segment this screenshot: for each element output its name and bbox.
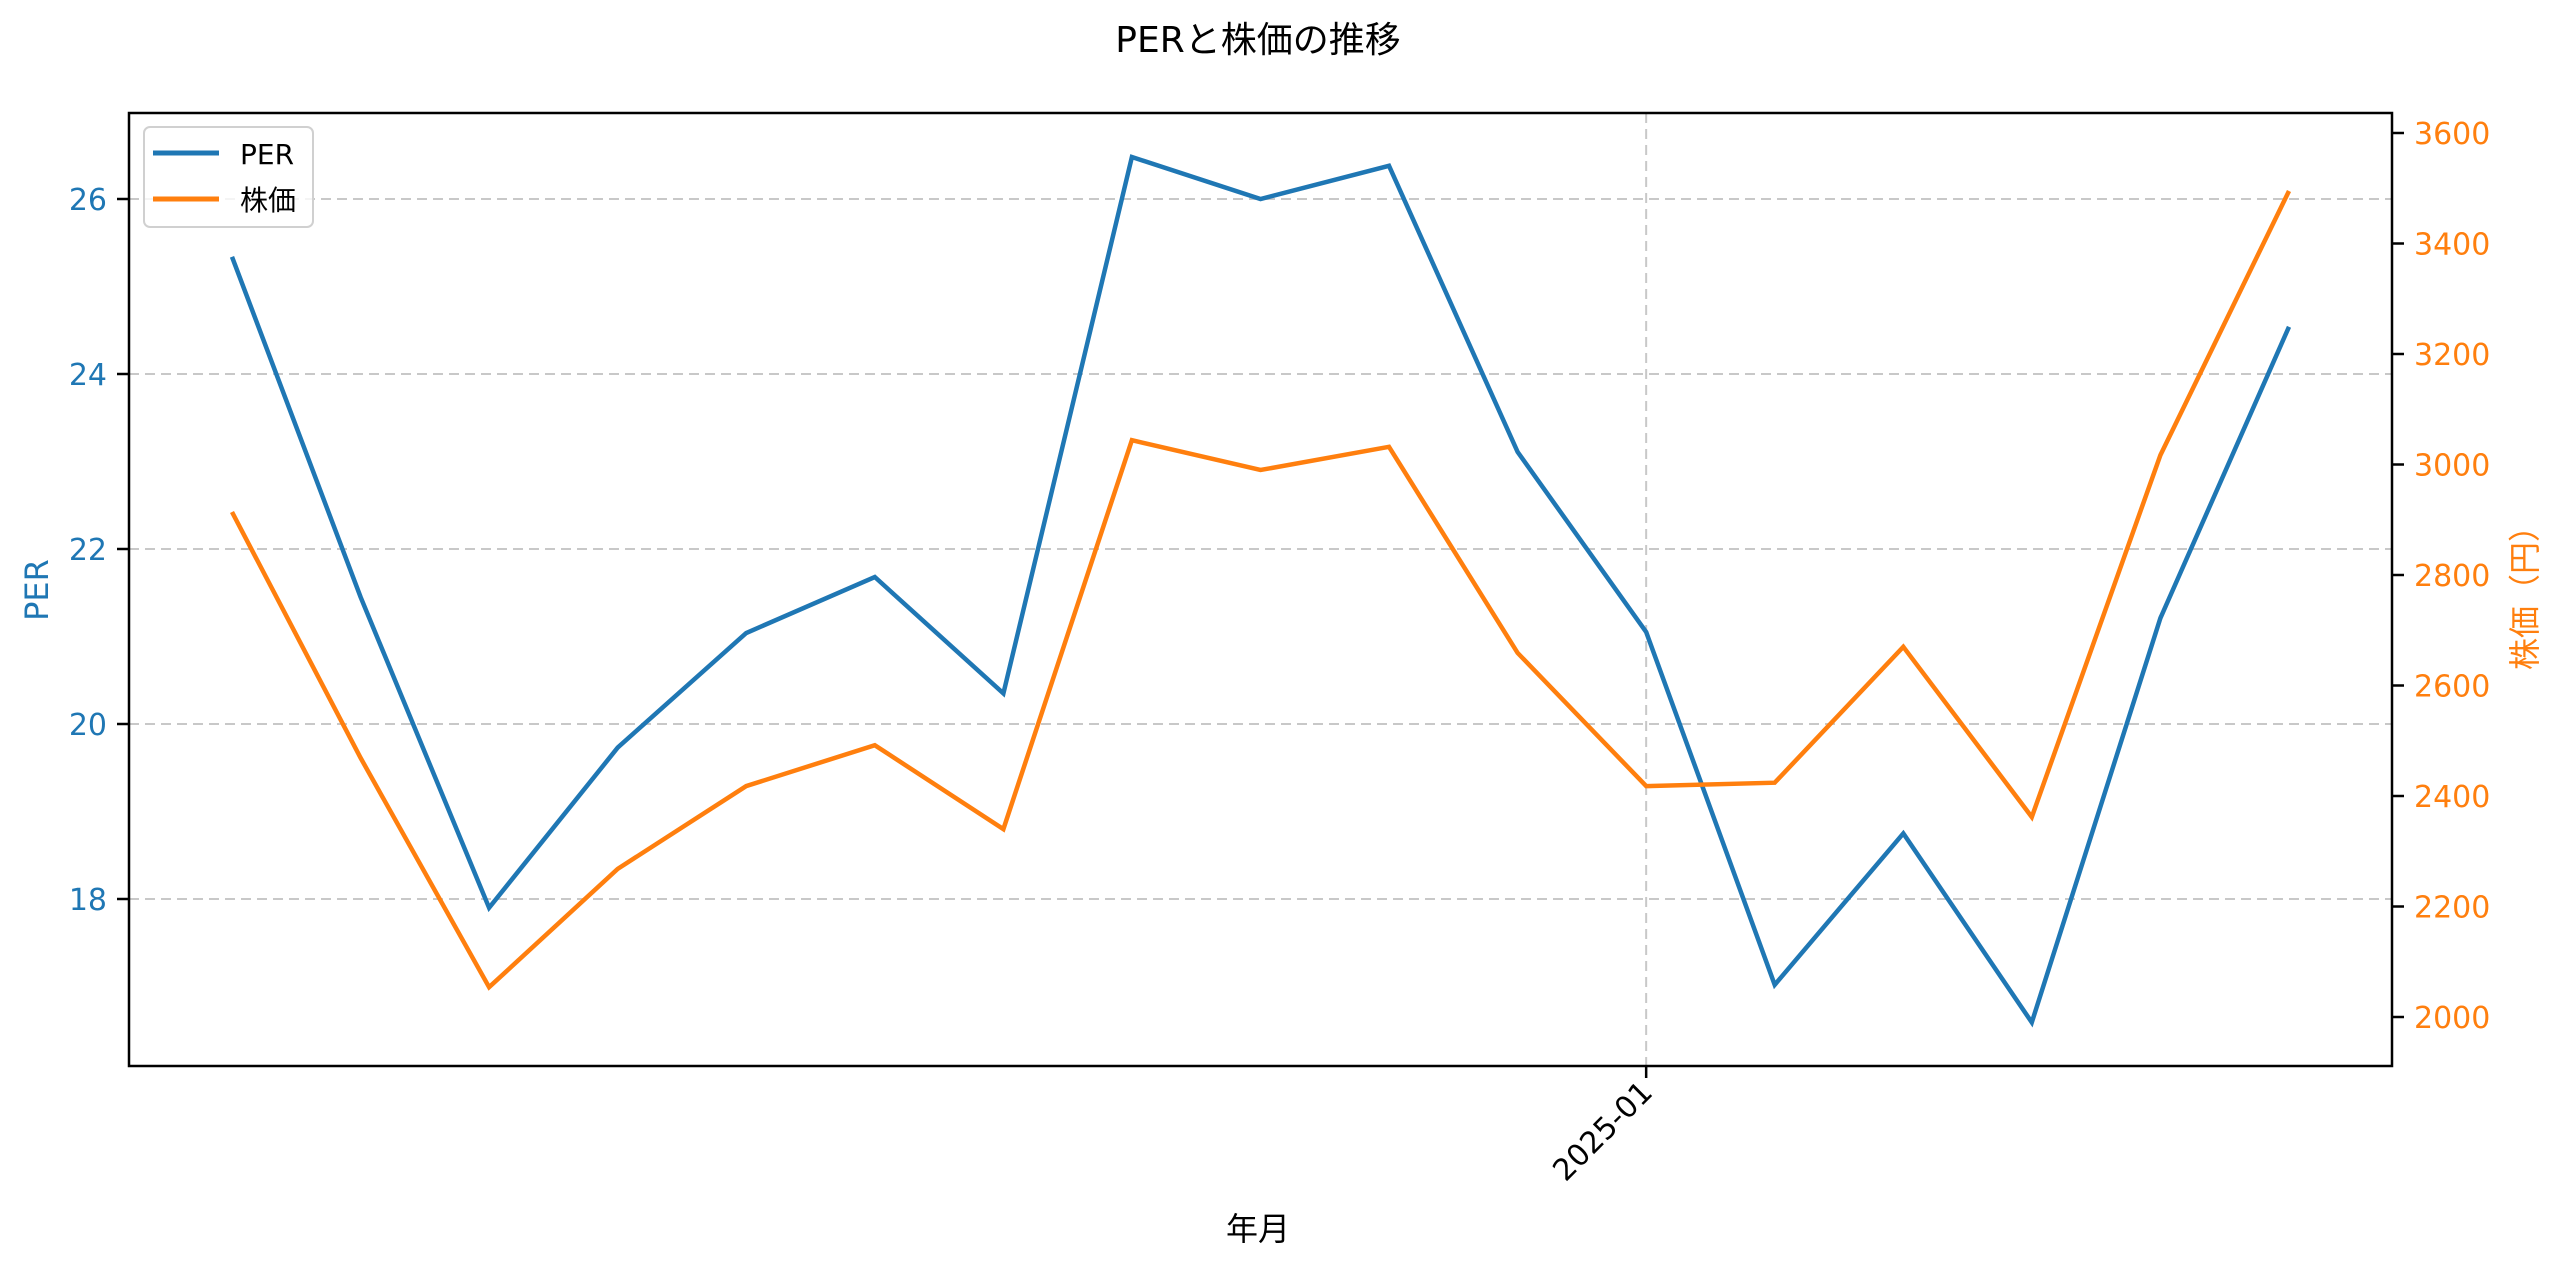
right-tick-label: 2600 (2414, 670, 2490, 705)
plot-area (229, 154, 2292, 1028)
legend: PER 株価 (143, 126, 314, 228)
right-tick-label: 2800 (2414, 559, 2490, 594)
right-tick-label: 2400 (2414, 780, 2490, 815)
series-line-stock-price (230, 190, 2292, 991)
right-tick-label: 2200 (2414, 891, 2490, 926)
x-tick-label: 2025-01 (1546, 1075, 1659, 1188)
right-tick-label: 3400 (2414, 228, 2490, 263)
left-tick-label: 20 (69, 708, 107, 743)
y-axis-label-right: 株価（円） (2506, 510, 2544, 670)
chart-title: PERと株価の推移 (1115, 20, 1400, 61)
left-tick-label: 24 (69, 358, 107, 393)
series-line-per (229, 154, 2292, 1028)
right-tick-label: 3200 (2414, 338, 2490, 373)
right-y-axis: 2000 2200 2400 2600 2800 3000 3200 3400 3600 (2392, 117, 2490, 1036)
left-y-axis: 18 20 22 24 26 (69, 183, 129, 918)
x-axis: 2025-01 (1546, 1066, 1660, 1188)
axes-frame (127, 111, 2394, 1068)
right-tick-label: 2000 (2414, 1001, 2490, 1036)
right-tick-label: 3600 (2414, 117, 2490, 152)
legend-label-per: PER (240, 138, 294, 171)
left-tick-label: 18 (69, 883, 107, 918)
left-tick-label: 22 (69, 533, 107, 568)
x-axis-label: 年月 (1226, 1210, 1290, 1248)
grid-lines (129, 113, 2392, 1066)
y-axis-label-left: PER (18, 559, 56, 621)
legend-label-stock-price: 株価 (240, 184, 296, 217)
right-tick-label: 3000 (2414, 449, 2490, 484)
left-tick-label: 26 (69, 183, 107, 218)
